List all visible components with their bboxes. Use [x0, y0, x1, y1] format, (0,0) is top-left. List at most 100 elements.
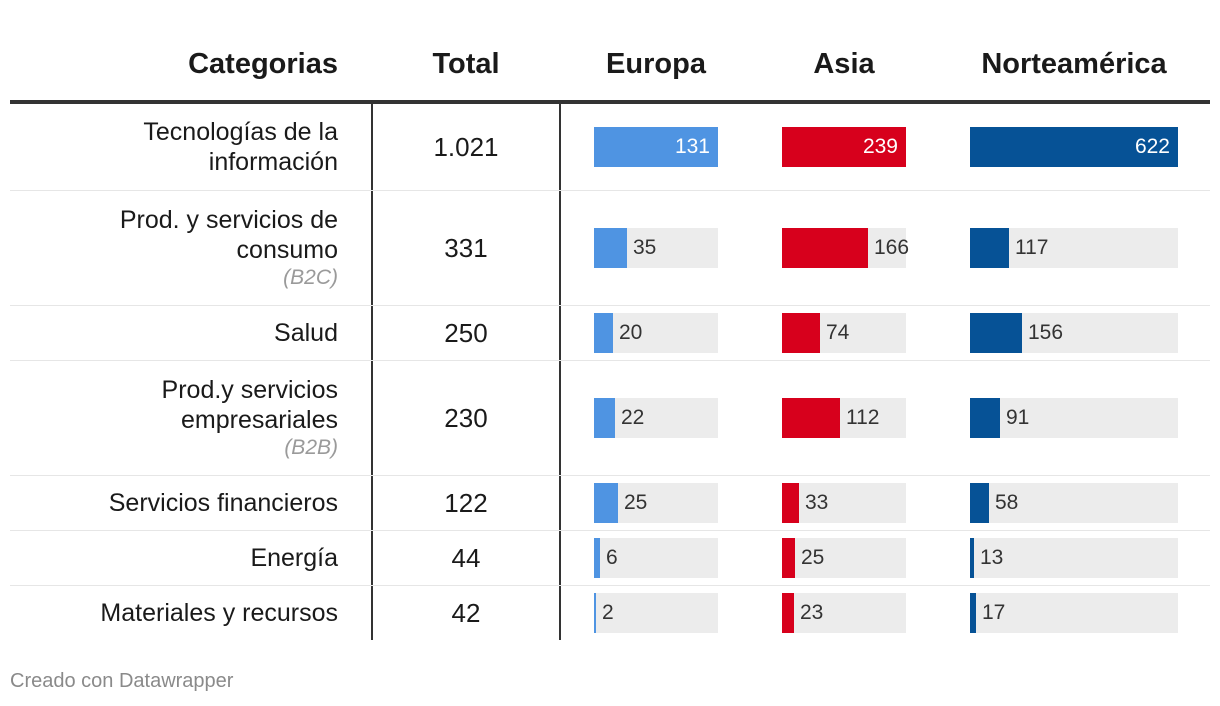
asia-bar[interactable]	[782, 593, 794, 633]
category-cell: Prod. y servicios de consumo (B2C)	[120, 191, 338, 305]
asia-bar-track: 33	[782, 483, 906, 523]
category-label: Tecnologías de la	[143, 118, 338, 146]
asia-bar[interactable]	[782, 127, 906, 167]
norteamerica-bar[interactable]	[970, 593, 976, 633]
europa-bar[interactable]	[594, 398, 615, 438]
norteamerica-bar-track: 58	[970, 483, 1178, 523]
norteamerica-bar[interactable]	[970, 398, 1000, 438]
asia-bar[interactable]	[782, 538, 795, 578]
asia-value-label: 112	[846, 406, 880, 429]
norteamerica-bar[interactable]	[970, 483, 989, 523]
norteamerica-bar[interactable]	[970, 313, 1022, 353]
category-cell: Prod.y servicios empresariales (B2B)	[162, 361, 338, 475]
norteamerica-value-label: 117	[1015, 236, 1049, 259]
category-label: Salud	[274, 319, 338, 347]
asia-value-label: 239	[862, 135, 898, 158]
category-label: información	[208, 148, 338, 176]
europa-bar-track: 20	[594, 313, 718, 353]
asia-bar[interactable]	[782, 398, 840, 438]
europa-value-label: 20	[619, 321, 643, 344]
europa-bar[interactable]	[594, 313, 613, 353]
category-cell: Servicios financieros	[109, 476, 338, 530]
header-europa[interactable]: Europa	[606, 48, 706, 80]
asia-bar[interactable]	[782, 313, 820, 353]
asia-bar[interactable]	[782, 483, 799, 523]
header-categorias[interactable]: Categorias	[188, 48, 338, 80]
table-row[interactable]: Prod. y servicios de consumo (B2C) 331 35 166…	[10, 191, 1210, 306]
category-sublabel: (B2C)	[283, 266, 338, 289]
table-row[interactable]: Materiales y recursos 42 2 23 17	[10, 586, 1210, 640]
asia-bar-track: 23	[782, 593, 906, 633]
category-sublabel: (B2B)	[284, 436, 338, 459]
data-table: Categorias Total Europa Asia Norteaméric…	[10, 28, 1210, 640]
header-asia[interactable]: Asia	[813, 48, 875, 80]
europa-value-label: 25	[624, 491, 648, 514]
total-value: 250	[371, 306, 561, 360]
europa-bar[interactable]	[594, 593, 596, 633]
footer-credit[interactable]: Creado con Datawrapper	[10, 670, 234, 692]
asia-value-label: 33	[805, 491, 829, 514]
asia-bar-track: 74	[782, 313, 906, 353]
asia-bar-track: 112	[782, 398, 906, 438]
norteamerica-bar-track: 17	[970, 593, 1178, 633]
category-label: Energía	[250, 544, 338, 572]
asia-value-label: 25	[801, 546, 825, 569]
asia-value-label: 23	[800, 601, 824, 624]
norteamerica-bar-track: 117	[970, 228, 1178, 268]
category-cell: Salud	[274, 306, 338, 360]
total-value: 230	[371, 361, 561, 475]
europa-bar-track: 25	[594, 483, 718, 523]
norteamerica-value-label: 622	[1134, 135, 1170, 158]
asia-value-label: 74	[826, 321, 850, 344]
header-total[interactable]: Total	[432, 48, 500, 80]
category-cell: Energía	[250, 531, 338, 585]
europa-bar[interactable]	[594, 483, 618, 523]
asia-bar-track: 166	[782, 228, 910, 268]
total-value: 1.021	[371, 104, 561, 190]
table-row[interactable]: Salud 250 20 74 156	[10, 306, 1210, 361]
norteamerica-bar[interactable]	[970, 127, 1178, 167]
europa-value-label: 35	[633, 236, 657, 259]
category-label: Servicios financieros	[108, 489, 338, 517]
total-value: 331	[371, 191, 561, 305]
norteamerica-bar-track: 622	[970, 127, 1178, 167]
norteamerica-bar[interactable]	[970, 538, 974, 578]
header-norteamerica[interactable]: Norteamérica	[981, 48, 1167, 80]
asia-value-label: 166	[874, 236, 910, 259]
europa-bar[interactable]	[594, 228, 627, 268]
total-value: 122	[371, 476, 561, 530]
europa-value-label: 22	[621, 406, 645, 429]
table-body: Tecnologías de la información 1.021 131 239 6…	[10, 104, 1210, 640]
europa-bar-track: 6	[594, 538, 718, 578]
asia-bar-track: 239	[782, 127, 906, 167]
norteamerica-value-label: 156	[1028, 321, 1064, 344]
category-label: empresariales	[180, 406, 338, 434]
category-cell: Tecnologías de la información	[143, 104, 338, 190]
europa-value-label: 131	[674, 135, 710, 158]
europa-bar-track: 2	[594, 593, 718, 633]
table-row[interactable]: Servicios financieros 122 25 33 58	[10, 476, 1210, 531]
category-cell: Materiales y recursos	[100, 586, 338, 640]
norteamerica-bar-track: 13	[970, 538, 1178, 578]
norteamerica-value-label: 91	[1006, 406, 1030, 429]
table-row[interactable]: Energía 44 6 25 13	[10, 531, 1210, 586]
europa-value-label: 6	[606, 546, 618, 569]
norteamerica-value-label: 58	[995, 491, 1019, 514]
norteamerica-bar-track: 91	[970, 398, 1178, 438]
table-row[interactable]: Prod.y servicios empresariales (B2B) 230 22 1…	[10, 361, 1210, 476]
norteamerica-value-label: 17	[982, 601, 1006, 624]
europa-bar[interactable]	[594, 538, 600, 578]
category-label: Prod.y servicios	[161, 376, 338, 404]
category-label: Materiales y recursos	[100, 599, 338, 627]
total-value: 42	[371, 586, 561, 640]
category-label: Prod. y servicios de	[119, 206, 338, 234]
table-header: Categorias Total Europa Asia Norteaméric…	[10, 28, 1210, 104]
europa-bar-track: 35	[594, 228, 718, 268]
asia-bar[interactable]	[782, 228, 868, 268]
norteamerica-bar-track: 156	[970, 313, 1178, 353]
europa-bar-track: 22	[594, 398, 718, 438]
europa-bar[interactable]	[594, 127, 718, 167]
table-row[interactable]: Tecnologías de la información 1.021 131 239 6…	[10, 104, 1210, 191]
europa-value-label: 2	[602, 601, 614, 624]
norteamerica-bar[interactable]	[970, 228, 1009, 268]
